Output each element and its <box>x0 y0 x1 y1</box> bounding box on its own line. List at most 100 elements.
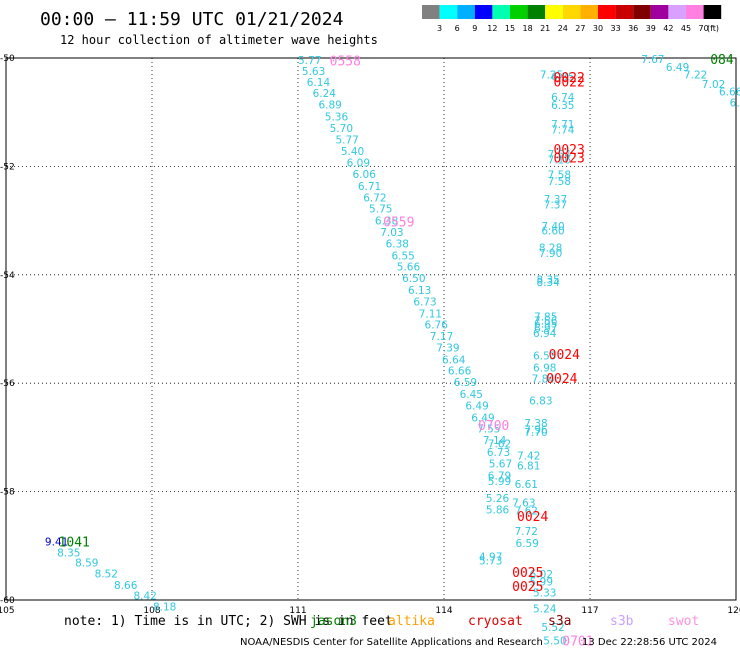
legend-swatch <box>545 5 563 19</box>
legend-tick-label: 45 <box>681 24 691 33</box>
satellite-jason3: jason3 <box>310 614 357 629</box>
wave-height-label: 6.97 <box>534 323 557 335</box>
wave-height-label: 5.99 <box>530 577 553 589</box>
wave-height-label: 6.35 <box>551 100 574 112</box>
legend-swatch <box>474 5 493 19</box>
legend-tick-label: 12 <box>487 24 497 33</box>
y-tick-label: -60 <box>0 596 15 606</box>
legend-tick-label: 30 <box>593 24 603 33</box>
wave-height-label: 6.09 <box>347 158 370 170</box>
wave-height-label: 6.98 <box>533 362 556 374</box>
satellite-altika: altika <box>388 614 435 629</box>
wave-height-label: 8.28 <box>539 243 562 255</box>
credit-text: NOAA/NESDIS Center for Satellite Applica… <box>240 637 543 648</box>
pass-time-label: 0701 <box>562 635 593 650</box>
legend-swatch <box>686 5 704 19</box>
wave-height-label: 8.34 <box>536 277 560 289</box>
wave-height-label: 6.38 <box>386 238 409 250</box>
wave-height-label: 7.17 <box>430 331 453 343</box>
wave-height-label: 6.76 <box>425 320 449 332</box>
pass-time-label: 084 <box>710 53 734 68</box>
wave-height-label: 6.49 <box>465 400 488 412</box>
wave-height-label: 7.56 <box>534 315 558 327</box>
wave-height-label: 6.59 <box>454 377 477 389</box>
wave-height-label: 4.97 <box>479 552 502 564</box>
wave-height-label: 5.24 <box>533 604 557 616</box>
pass-time-label: 0025 <box>512 580 543 595</box>
axis-ticks: 105 108 111 114 117 120 -50 -52 -54 -56 -58 -60 <box>0 54 740 616</box>
data-marks: 5.775.636.146.246.895.365.705.775.406.09… <box>45 53 740 650</box>
wave-height-label: 6.72 <box>363 192 386 204</box>
wave-height-label: 8.35 <box>536 275 559 287</box>
satellite-legend: jason3 altika cryosat s3a s3b swot <box>310 614 699 629</box>
wave-height-label: 6.14 <box>307 77 331 89</box>
wave-height-label: 6.74 <box>551 92 575 104</box>
pass-time-label: 0023 <box>554 143 585 158</box>
wave-height-label: 6.45 <box>460 389 483 401</box>
wave-height-label: 6.60 <box>541 225 564 237</box>
satellite-s3a: s3a <box>548 614 571 629</box>
legend-tick-label: 42 <box>663 24 673 33</box>
x-tick-label: 105 <box>0 606 15 616</box>
wave-height-label: 7.16 <box>548 154 572 166</box>
wave-height-label: 5.52 <box>541 622 564 634</box>
wave-height-label: 7.39 <box>436 342 459 354</box>
wave-height-label: 8.42 <box>134 591 157 603</box>
wave-height-label: 7.40 <box>541 221 564 233</box>
wave-height-label: 7.72 <box>515 526 538 538</box>
wave-height-label: 6.06 <box>353 169 377 181</box>
wave-height-label: 7.55 <box>477 424 500 436</box>
wave-height-label: 7.37 <box>544 199 567 211</box>
pass-time-label: 0024 <box>546 372 577 387</box>
pass-time-label: 0024 <box>517 510 548 525</box>
legend-swatch <box>457 5 475 19</box>
plot-frame <box>5 57 737 601</box>
x-tick-label: 111 <box>289 606 306 616</box>
footnote: note: 1) Time is in UTC; 2) SWH is in fe… <box>64 614 393 629</box>
y-tick-label: -52 <box>0 162 15 172</box>
legend-swatch <box>580 5 598 19</box>
wave-height-label: 6.38 <box>375 216 398 228</box>
wave-height-label: 6.53 <box>533 351 556 363</box>
wave-height-label: 5.99 <box>488 476 511 488</box>
wave-height-label: 6.81 <box>517 461 540 473</box>
y-tick-label: -56 <box>0 379 15 389</box>
wave-height-label: 6.55 <box>391 250 414 262</box>
wave-height-label: 6.95 <box>534 319 557 331</box>
wave-height-label: 5.77 <box>335 134 358 146</box>
wave-height-label: 7.62 <box>515 506 538 518</box>
x-tick-label: 117 <box>581 606 598 616</box>
wave-height-label: 7.74 <box>551 125 575 137</box>
wave-height-label: 7.63 <box>512 497 535 509</box>
legend-swatch <box>492 5 510 19</box>
pass-time-label: 0023 <box>554 152 585 167</box>
legend-swatch <box>422 5 440 19</box>
legend-swatch <box>562 5 581 19</box>
y-tick-label: -58 <box>0 488 15 498</box>
wave-height-label: 6.13 <box>408 285 431 297</box>
pass-time-label: 1041 <box>59 535 90 550</box>
wave-height-label: 6.94 <box>533 328 557 340</box>
legend-tick-label: 3 <box>437 24 442 33</box>
satellite-s3b: s3b <box>610 614 634 629</box>
wave-height-label: 5.36 <box>325 112 349 124</box>
x-tick-label: 120 <box>727 606 740 616</box>
legend-tick-label: 9 <box>472 24 477 33</box>
legend-swatch <box>510 5 528 19</box>
pass-time-label: 0700 <box>478 419 509 434</box>
wave-height-label: 9.41 <box>45 536 68 548</box>
pass-time-label: 0559 <box>383 216 414 231</box>
legend-swatch <box>439 5 458 19</box>
wave-height-label: 6.02 <box>530 569 553 581</box>
pass-time-label: 0024 <box>549 348 580 363</box>
wave-height-label: 7.02 <box>702 79 725 91</box>
legend-swatch <box>633 5 651 19</box>
legend-swatch <box>615 5 634 19</box>
wave-height-label: 7.70 <box>524 427 547 439</box>
y-tick-label: -54 <box>0 271 15 281</box>
wave-height-label: 5.73 <box>479 555 502 567</box>
wave-height-label: 8.52 <box>95 568 118 580</box>
wave-height-label: 6.89 <box>318 100 341 112</box>
timestamp-text: 13 Dec 22:28:56 UTC 2024 <box>582 637 717 648</box>
